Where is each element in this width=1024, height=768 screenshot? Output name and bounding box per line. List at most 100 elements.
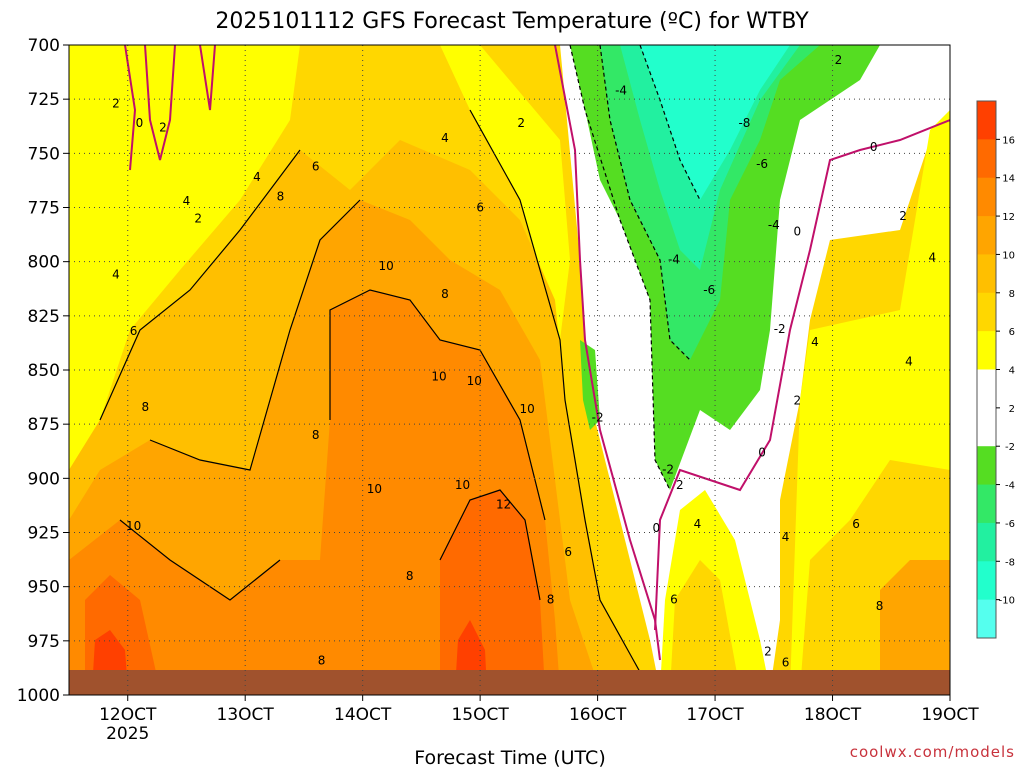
x-tick-label: 12OCT: [99, 705, 157, 725]
colorbar-swatch: [977, 139, 996, 179]
contour-label: 2: [676, 478, 684, 492]
colorbar-label: -10: [999, 596, 1015, 607]
contour-lines: [99, 45, 950, 691]
x-tick-label: 18OCT: [804, 705, 862, 725]
colorbar-label: 12: [1002, 212, 1015, 223]
colorbar-label: -6: [1005, 519, 1015, 530]
colorbar-label: 2: [1009, 404, 1015, 415]
contour-label: 8: [318, 653, 326, 667]
contour-label: 6: [564, 545, 572, 559]
contour-label: 2: [835, 53, 843, 67]
contour-label: 2: [112, 97, 120, 111]
contour-label: 4: [112, 268, 120, 282]
colorbar-swatch: [977, 407, 996, 447]
contour-label: 10: [379, 259, 394, 273]
y-tick-label: 775: [28, 199, 60, 219]
contour-label: 6: [130, 324, 138, 338]
colorbar-swatch: [977, 599, 996, 639]
contour-label: -4: [615, 84, 627, 98]
contour-label: 6: [476, 201, 484, 215]
contour-label: 8: [876, 599, 884, 613]
contour-warm: [99, 109, 651, 691]
band-2-4: [69, 45, 300, 470]
contour-label: 4: [782, 530, 790, 544]
contour-label: 0: [870, 140, 878, 154]
contour-label: -4: [668, 253, 680, 267]
contour-label: 8: [312, 428, 320, 442]
contour-label: 10: [455, 478, 470, 492]
contour-label: 0: [793, 224, 801, 238]
contour-label: 8: [441, 287, 449, 301]
contour-label: 10: [126, 519, 141, 533]
band-10-12: [69, 290, 560, 690]
colorbar-label: 8: [1009, 289, 1015, 300]
y-tick-label: 900: [28, 469, 60, 489]
y-tick-label: 975: [28, 632, 60, 652]
x-tick-label: 19OCT: [921, 705, 979, 725]
colorbar-label: -4: [1005, 481, 1015, 492]
y-tick-label: 800: [28, 253, 60, 273]
colorbar-swatch: [977, 446, 996, 486]
colorbar-swatch: [977, 177, 996, 217]
contour-label: 4: [929, 250, 937, 264]
grid: [69, 45, 950, 695]
colorbar-swatch: [977, 561, 996, 601]
contour-label: -6: [703, 283, 715, 297]
y-axis: 700 725 750 775 800 825 850 875 900 925 950 975 1000: [17, 36, 69, 706]
contour-label: 0: [758, 445, 766, 459]
contour-label: 12: [496, 497, 511, 511]
contour-label: 10: [519, 402, 534, 416]
colorbar-swatch: [977, 216, 996, 255]
contour-label: 2: [899, 209, 907, 223]
y-tick-label: 850: [28, 361, 60, 381]
y-tick-label: 875: [28, 415, 60, 435]
contour-label: 8: [142, 400, 150, 414]
colorbar-swatch: [977, 292, 996, 332]
chart-title: 2025101112 GFS Forecast Temperature (ºC)…: [215, 9, 809, 34]
contour-label: 8: [277, 190, 285, 204]
contour-label: 2: [764, 645, 772, 659]
colorbar-label: 6: [1009, 327, 1015, 338]
contour-label: 8: [547, 593, 555, 607]
contour-label: 4: [183, 194, 191, 208]
contour-label: -4: [768, 218, 780, 232]
freezing-line-main: [554, 45, 661, 661]
colorbar-label: 14: [1002, 174, 1015, 185]
contour-label: -2: [592, 411, 604, 425]
contour-cold: [569, 45, 701, 491]
colorbar-swatch: [977, 484, 996, 524]
contour-label: -6: [756, 157, 768, 171]
colorbar: 16 14 12 10 8 6 4 2 -2 -4 -6 -8 -10: [976, 100, 1015, 639]
contour-label: 2: [517, 116, 525, 130]
x-tick-sublabel: 2025: [106, 724, 149, 744]
y-tick-label: 925: [28, 524, 60, 544]
contour-label: 6: [670, 593, 678, 607]
contour-label: 10: [431, 370, 446, 384]
contour-label: 2: [793, 393, 801, 407]
contour-label: 4: [694, 517, 702, 531]
colorbar-swatch: [977, 331, 996, 370]
mid-warm-6: [670, 560, 740, 690]
x-tick-label: 15OCT: [451, 705, 509, 725]
colorbar-label: 16: [1002, 135, 1015, 146]
contour-label: 2: [159, 120, 167, 134]
colorbar-swatch: [977, 522, 996, 562]
contour-label: 4: [253, 170, 261, 184]
colorbar-label: 10: [1002, 250, 1015, 261]
contour-label: -8: [738, 116, 750, 130]
contour-label: 10: [467, 374, 482, 388]
colorbar-swatch: [977, 101, 996, 140]
contour-label: -2: [662, 463, 674, 477]
freezing-line-right: [654, 119, 950, 631]
x-tick-label: 14OCT: [334, 705, 392, 725]
contour-labels: 2 0 2 4 2 4 4 6 8 10 6 8 10 4 6 8 10 10 10 2 8 10 10 12 8 8 8 6 -2 -4…: [112, 53, 936, 669]
contour-label: 10: [367, 482, 382, 496]
contour-label: 4: [441, 131, 449, 145]
plot-area: [69, 45, 950, 695]
y-tick-label: 950: [28, 578, 60, 598]
right-warm-8: [880, 560, 950, 690]
contour-label: 4: [811, 335, 819, 349]
y-tick-label: 725: [28, 90, 60, 110]
